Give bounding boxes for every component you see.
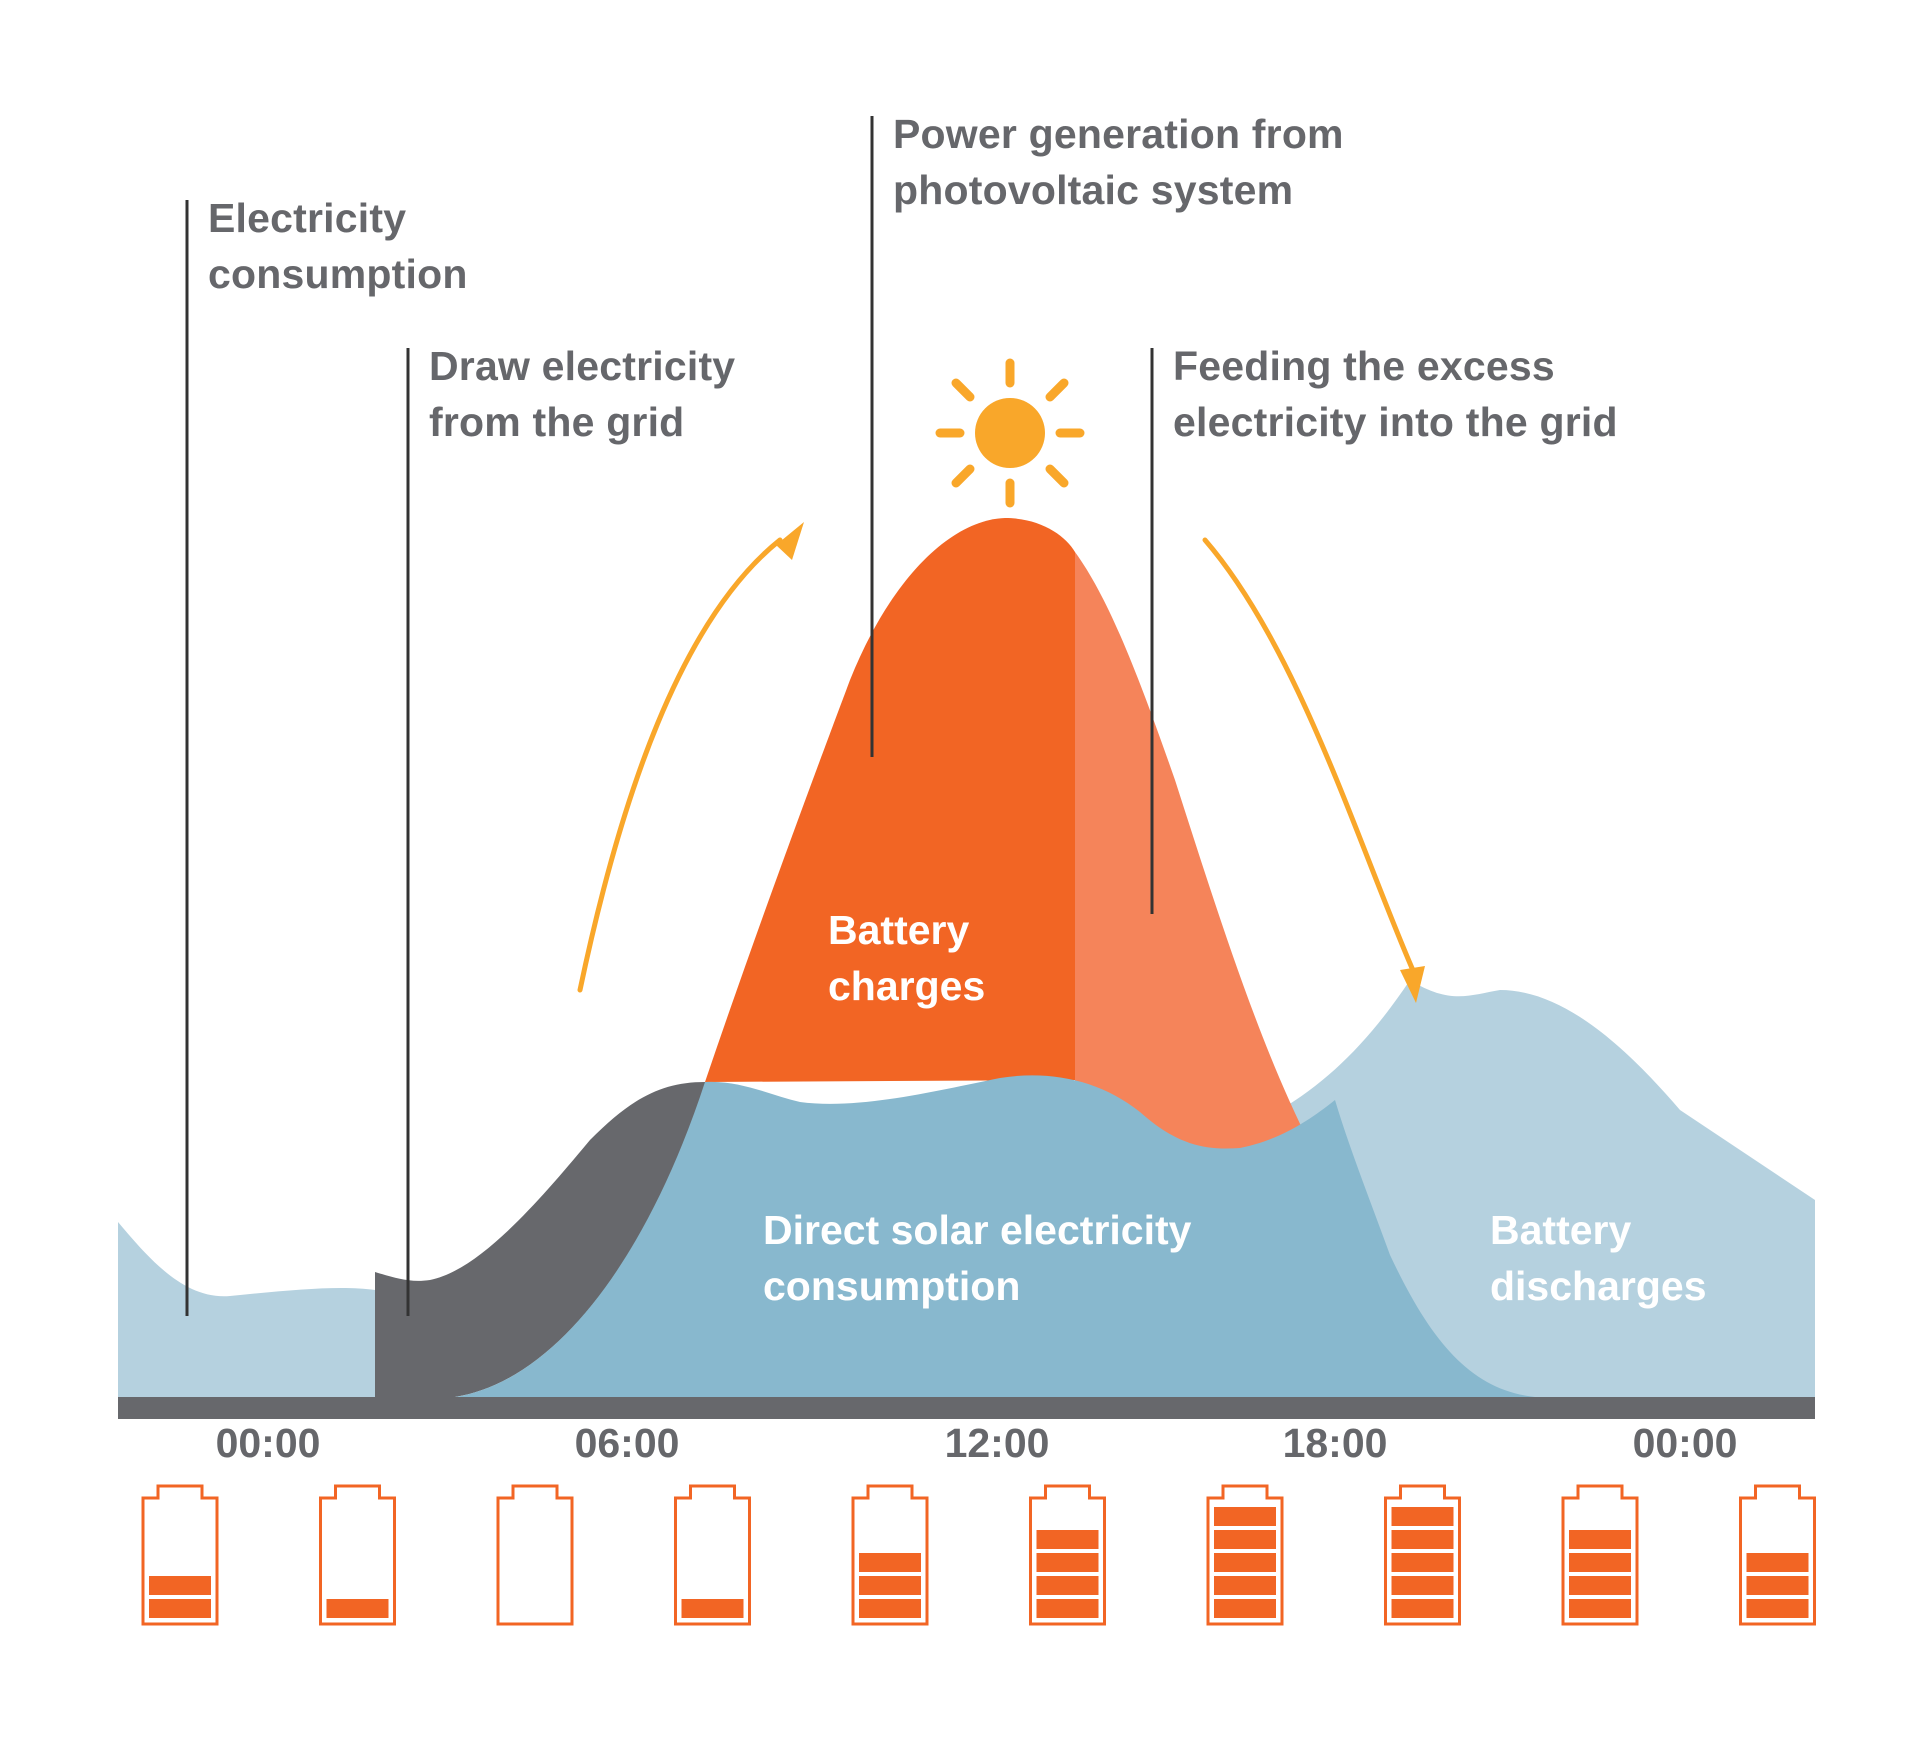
- battery-charge-bar: [1036, 1530, 1099, 1549]
- axis-tick-1200: 12:00: [944, 1420, 1050, 1466]
- battery-icon: [1739, 1484, 1816, 1626]
- area-label-text: Battery: [1490, 1207, 1632, 1253]
- battery-icon: [496, 1484, 574, 1626]
- callout-text: Draw electricity: [429, 343, 736, 389]
- battery-charge-bar: [1746, 1599, 1809, 1618]
- battery-icon: [1029, 1484, 1106, 1626]
- grid-draw-area: [375, 1082, 705, 1397]
- axis-tick-0600: 06:00: [574, 1420, 680, 1466]
- battery-charge-bar: [1391, 1576, 1454, 1595]
- battery-icon: [319, 1484, 396, 1626]
- battery-charge-bar: [1569, 1599, 1631, 1618]
- callout-text: Power generation from: [893, 111, 1344, 157]
- feed-in-area: [1075, 552, 1330, 1180]
- battery-icon: [141, 1484, 219, 1626]
- battery-charge-bar: [1746, 1576, 1809, 1595]
- callout-text: Feeding the excess: [1173, 343, 1555, 389]
- battery-charge-bar: [859, 1599, 921, 1618]
- battery-charge-bar: [1391, 1530, 1454, 1549]
- battery-charge-area: [705, 518, 1075, 1082]
- battery-charge-bar: [1214, 1553, 1276, 1572]
- battery-charge-bar: [1391, 1507, 1454, 1526]
- battery-icon: [1561, 1484, 1639, 1626]
- battery-charge-bar: [326, 1599, 389, 1618]
- axis-tick-1800: 18:00: [1282, 1420, 1388, 1466]
- axis-tick-0000: 00:00: [215, 1420, 321, 1466]
- battery-charge-bar: [1036, 1576, 1099, 1595]
- battery-row: [141, 1484, 1816, 1626]
- axis-tick-0000-next: 00:00: [1632, 1420, 1738, 1466]
- label-battery-charges: Battery charges: [828, 902, 985, 1014]
- battery-icon: [1384, 1484, 1461, 1626]
- battery-charge-bar: [1391, 1553, 1454, 1572]
- battery-discharge-area: [1280, 980, 1815, 1397]
- callout-text: from the grid: [429, 399, 685, 445]
- callout-electricity-consumption: Electricity consumption: [208, 190, 468, 302]
- battery-charge-bar: [859, 1576, 921, 1595]
- battery-charge-bar: [1569, 1576, 1631, 1595]
- area-label-text: discharges: [1490, 1263, 1707, 1309]
- callout-text: photovoltaic system: [893, 167, 1294, 213]
- area-label-text: Direct solar electricity: [763, 1207, 1192, 1253]
- battery-charge-bar: [1036, 1553, 1099, 1572]
- battery-charge-bar: [1746, 1553, 1809, 1572]
- curved-arrow-down-icon: [1202, 537, 1425, 1003]
- battery-charge-bar: [1214, 1599, 1276, 1618]
- battery-charge-bar: [1214, 1507, 1276, 1526]
- battery-icon: [851, 1484, 929, 1626]
- area-label-text: Battery: [828, 907, 970, 953]
- label-battery-discharges: Battery discharges: [1490, 1202, 1707, 1314]
- battery-charge-bar: [1214, 1530, 1276, 1549]
- area-label-text: consumption: [763, 1263, 1021, 1309]
- curved-arrow-up-icon: [577, 522, 804, 993]
- battery-charge-bar: [1036, 1599, 1099, 1618]
- night-consumption-area: [118, 1222, 375, 1397]
- callout-text: Electricity: [208, 195, 407, 241]
- direct-solar-area: [455, 1075, 1535, 1397]
- battery-charge-bar: [859, 1553, 921, 1572]
- label-direct-solar: Direct solar electricity consumption: [763, 1202, 1191, 1314]
- battery-icon: [1206, 1484, 1284, 1626]
- battery-charge-bar: [1569, 1530, 1631, 1549]
- callout-text: consumption: [208, 251, 468, 297]
- battery-charge-bar: [149, 1599, 211, 1618]
- callout-pv-generation: Power generation from photovoltaic syste…: [893, 106, 1344, 218]
- battery-charge-bar: [1214, 1576, 1276, 1595]
- callout-draw-from-grid: Draw electricity from the grid: [429, 338, 735, 450]
- sun-icon: [935, 358, 1085, 508]
- area-label-text: charges: [828, 963, 986, 1009]
- callout-feed-in: Feeding the excess electricity into the …: [1173, 338, 1618, 450]
- battery-charge-bar: [1391, 1599, 1454, 1618]
- battery-charge-bar: [149, 1576, 211, 1595]
- battery-charge-bar: [681, 1599, 744, 1618]
- battery-charge-bar: [1569, 1553, 1631, 1572]
- battery-icon: [674, 1484, 751, 1626]
- time-axis-bar: [118, 1397, 1815, 1419]
- callout-text: electricity into the grid: [1173, 399, 1618, 445]
